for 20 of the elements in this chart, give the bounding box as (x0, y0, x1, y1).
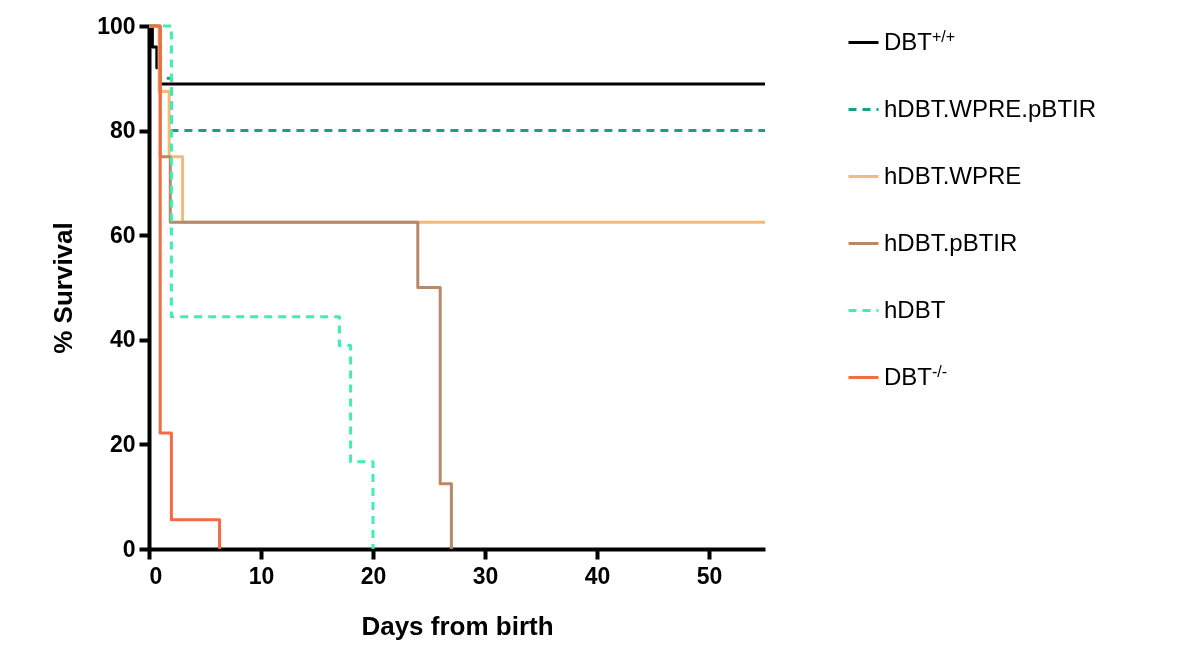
legend-label: hDBT (884, 295, 946, 323)
x-axis-title: Days from birth (361, 610, 554, 641)
legend-label: DBT$^{-/-}$ (884, 362, 948, 390)
y-tick-label: 60 (109, 221, 136, 248)
x-tick-label: 10 (248, 562, 275, 589)
legend-label: hDBT.WPRE.pBTIR (884, 94, 1097, 122)
legend-label: hDBT.WPRE (884, 161, 1022, 189)
x-tick-label: 40 (584, 562, 611, 589)
y-tick-label: 80 (109, 117, 136, 144)
legend-label: DBT$^{+/+}$ (884, 27, 956, 55)
x-tick-label: 0 (149, 562, 163, 589)
x-tick-label: 50 (696, 562, 723, 589)
x-tick-label: 20 (360, 562, 387, 589)
y-tick-label: 20 (109, 430, 136, 457)
y-tick-label: 0 (122, 535, 136, 562)
legend-label: hDBT.pBTIR (884, 228, 1018, 256)
y-tick-label: 40 (109, 326, 136, 353)
x-tick-label: 30 (472, 562, 499, 589)
y-tick-label: 100 (97, 12, 136, 39)
y-axis-title: % Survival (48, 222, 79, 354)
